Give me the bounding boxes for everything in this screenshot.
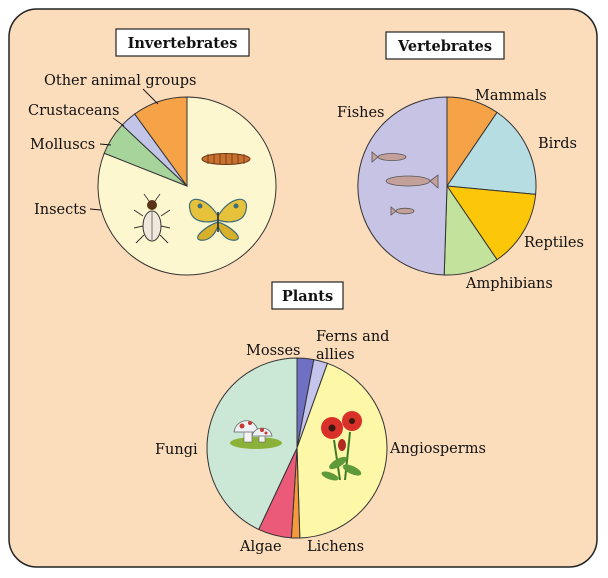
larva-icon bbox=[201, 153, 251, 165]
invertebrates-chart bbox=[97, 96, 277, 276]
slice-label-insects: Insects bbox=[34, 202, 86, 218]
slice-label-reptiles: Reptiles bbox=[524, 235, 584, 251]
plants-slices bbox=[206, 357, 388, 539]
invertebrates-title-text: Invertebrates bbox=[128, 35, 238, 52]
pie-slice-reptiles bbox=[445, 185, 537, 261]
slice-label-other-animal-groups: Other animal groups bbox=[44, 73, 196, 89]
pie-slice-birds bbox=[446, 111, 537, 195]
slice-label-algae: Algae bbox=[239, 539, 282, 555]
slice-label-molluscs: Molluscs bbox=[30, 137, 95, 153]
slice-label-ferns-line1: Ferns and bbox=[316, 329, 389, 345]
slice-label-lichens: Lichens bbox=[307, 539, 364, 555]
plants-chart bbox=[206, 357, 388, 539]
leader-line bbox=[142, 88, 159, 105]
mushroom-icon bbox=[230, 420, 282, 449]
slice-label-mammals: Mammals bbox=[475, 88, 547, 104]
beetle-icon bbox=[133, 193, 171, 244]
slice-label-ferns-line2: allies bbox=[316, 347, 355, 363]
slice-label-angiosperms: Angiosperms bbox=[389, 441, 486, 457]
plants-title: Plants bbox=[271, 281, 344, 310]
slice-label-mosses: Mosses bbox=[246, 343, 300, 359]
fish-icon bbox=[385, 174, 439, 189]
invertebrates-title: Invertebrates bbox=[115, 28, 250, 57]
poppy-flower-icon bbox=[321, 411, 362, 481]
leader-line bbox=[99, 143, 112, 146]
fish-icon bbox=[371, 151, 407, 163]
slice-label-crustaceans: Crustaceans bbox=[28, 103, 119, 119]
plants-title-text: Plants bbox=[282, 288, 333, 305]
slice-label-fishes: Fishes bbox=[337, 105, 385, 121]
fish-icon bbox=[390, 206, 415, 216]
vertebrates-slices bbox=[357, 96, 537, 276]
leader-line bbox=[112, 117, 125, 127]
butterfly-icon bbox=[188, 198, 248, 241]
vertebrates-title-text: Vertebrates bbox=[397, 38, 492, 55]
slice-label-birds: Birds bbox=[538, 136, 577, 152]
vertebrates-chart bbox=[357, 96, 537, 276]
pie-slice-other-animal-groups bbox=[133, 96, 188, 188]
invertebrates-icons bbox=[133, 153, 251, 244]
invertebrates-slices bbox=[97, 96, 277, 276]
slice-label-fungi: Fungi bbox=[155, 442, 198, 458]
fish-icon-group bbox=[371, 151, 439, 216]
leader-line bbox=[89, 208, 102, 211]
vertebrates-title: Vertebrates bbox=[385, 31, 505, 60]
slice-label-amphibians: Amphibians bbox=[465, 276, 553, 292]
plants-icons bbox=[230, 411, 362, 481]
